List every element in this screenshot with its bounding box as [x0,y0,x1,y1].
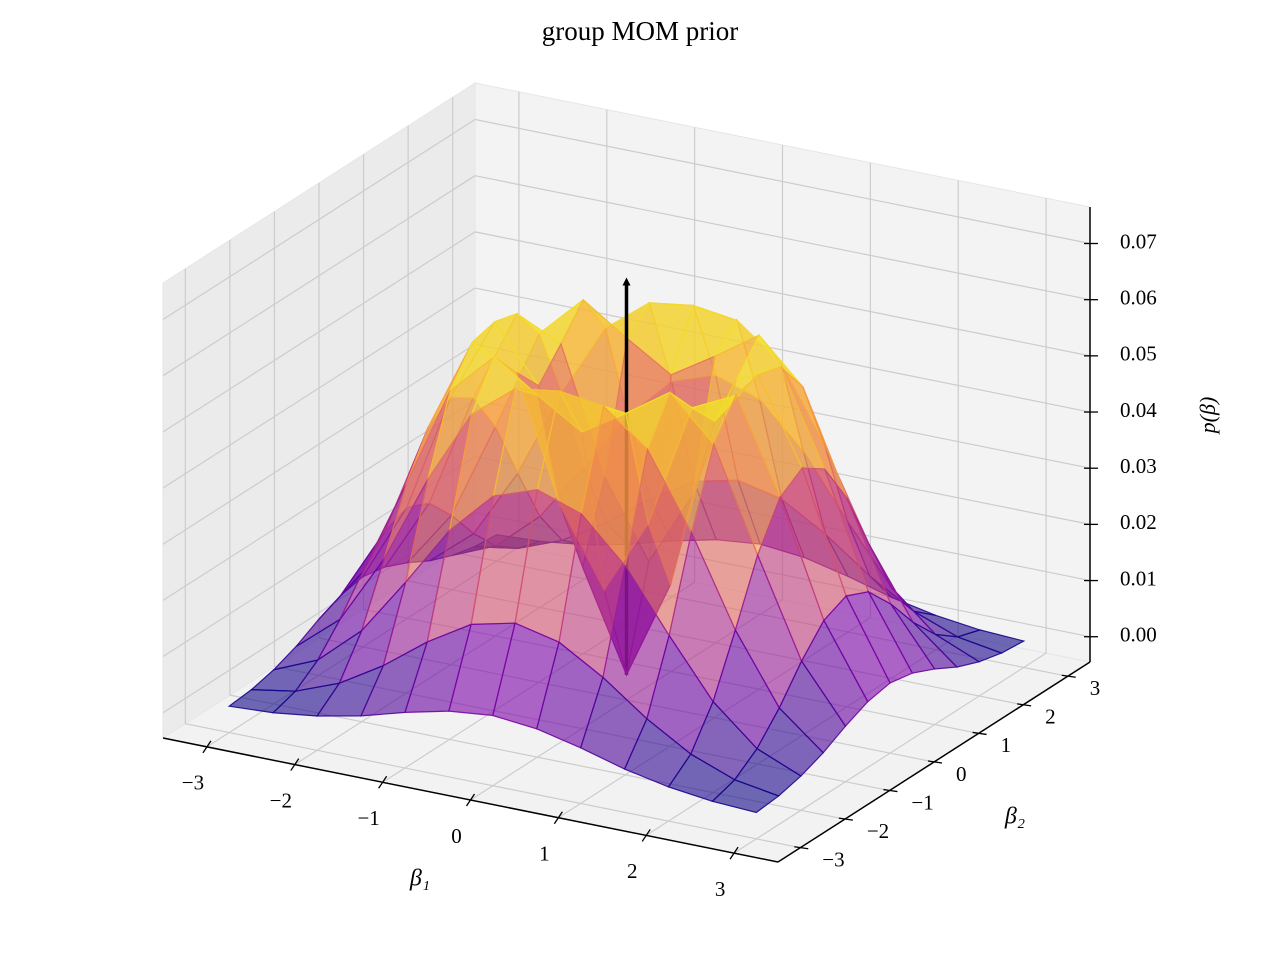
grid-line [474,231,1091,357]
grid-line [162,175,476,377]
y-tick-label: −1 [911,790,933,814]
y-tick-label: 1 [1001,733,1012,757]
z-tick-label: 0.00 [1120,623,1157,647]
chart-title: group MOM prior [542,16,739,46]
x-tick-label: 1 [539,842,550,866]
grid-line [162,343,476,545]
z-tick-label: 0.03 [1120,454,1157,478]
z-axis-label: p(β) [1195,397,1220,436]
x-tick-label: −3 [182,771,204,795]
z-tick-label: 0.04 [1120,398,1157,422]
z-tick-label: 0.02 [1120,510,1157,534]
y-tick-label: 0 [956,762,967,786]
z-tick-label: 0.05 [1120,342,1157,366]
surface-patch [711,779,780,814]
y-tick-label: 3 [1090,676,1101,700]
x-axis-label: β₁ [409,866,430,892]
x-tick-label: 2 [627,859,638,883]
grid-line [162,287,476,489]
x-tick-label: −2 [270,788,292,812]
grid-line [185,723,801,849]
axis-line [777,661,1091,863]
grid-line [474,175,1091,301]
x-tick-label: 0 [451,824,462,848]
z-tick-label: 0.07 [1120,229,1157,253]
grid-line [162,231,476,433]
y-tick-label: −2 [867,819,889,843]
grid-line [162,399,476,601]
y-tick-label: 2 [1045,705,1056,729]
y-axis-label: β₂ [1004,804,1025,830]
axis-line [162,737,779,863]
x-tick-label: −1 [357,806,379,830]
z-tick-label: 0.06 [1120,285,1157,309]
x-tick-label: 3 [715,877,726,901]
grid-line [162,119,476,321]
z-tick-label: 0.01 [1120,566,1157,590]
y-tick-label: −3 [822,848,844,872]
grid-line [474,118,1091,245]
